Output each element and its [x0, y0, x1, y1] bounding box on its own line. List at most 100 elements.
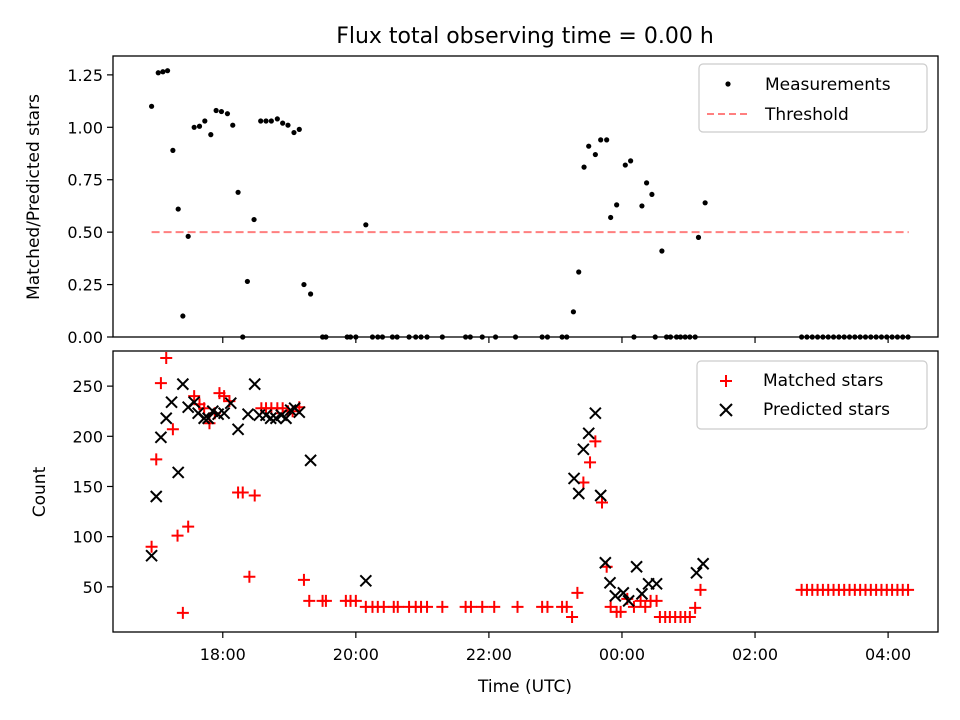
- matched-star-point: [166, 423, 179, 436]
- x-tick-label: 22:00: [466, 645, 512, 664]
- measurement-point: [308, 291, 314, 297]
- predicted-star-point: [279, 412, 293, 425]
- measurement-point: [702, 200, 708, 206]
- matched-star-point: [319, 594, 332, 607]
- predicted-star-point: [589, 407, 602, 420]
- measurement-point: [598, 137, 604, 143]
- matched-star-point: [560, 600, 573, 613]
- bottom-y-axis-label: Count: [30, 466, 50, 517]
- y-tick-label: 1.00: [67, 118, 103, 137]
- matched-star-point: [145, 540, 158, 553]
- measurement-point: [175, 206, 181, 212]
- bottom-axes-frame: [112, 350, 939, 633]
- bottom-x-ticks: 18:00 20:00 22:00 00:00 02:00 04:00: [200, 632, 911, 664]
- matched-star-point: [303, 594, 316, 607]
- matched-star-point: [541, 600, 554, 613]
- x-tick-label: 04:00: [865, 645, 911, 664]
- predicted-star-point: [187, 395, 201, 409]
- matched-star-point: [650, 594, 663, 607]
- measurement-point: [695, 234, 702, 240]
- predicted-star-point: [304, 454, 317, 467]
- predicted-star-point: [217, 407, 231, 420]
- measurement-point: [363, 222, 369, 228]
- y-tick-label: 1.25: [67, 66, 103, 85]
- predicted-star-point: [567, 472, 581, 485]
- measurements-legend-label: Measurements: [765, 75, 891, 95]
- predicted-star-point: [690, 566, 703, 579]
- matched-star-point: [236, 486, 249, 499]
- measurement-point: [643, 180, 650, 186]
- measurement-point: [185, 233, 191, 239]
- predicted-star-point: [293, 406, 306, 419]
- predicted-star-point: [154, 431, 168, 444]
- predicted-star-point: [224, 396, 237, 410]
- measurement-point: [263, 118, 269, 124]
- y-tick-label: 200: [72, 427, 103, 446]
- matched-star-point: [571, 586, 584, 599]
- measurement-point: [608, 214, 614, 221]
- measurement-point: [581, 164, 587, 170]
- matched-star-point: [436, 600, 449, 613]
- measurement-point: [244, 278, 250, 285]
- matched-star-point: [160, 352, 173, 365]
- measurement-point: [301, 281, 307, 288]
- predicted-star-point: [160, 412, 173, 425]
- predicted-star-point: [231, 423, 245, 436]
- bottom-legend: Matched stars Predicted stars: [696, 360, 928, 430]
- top-panel: 0.00 0.25 0.50 0.75 1.00 1.25 Matched/Predict…: [24, 55, 939, 347]
- predicted-star-point: [594, 489, 607, 502]
- measurement-point: [202, 118, 208, 124]
- y-tick-label: 0.00: [67, 328, 103, 347]
- x-tick-label: 00:00: [599, 645, 645, 664]
- measurement-point: [586, 143, 592, 149]
- measurement-point: [614, 202, 620, 208]
- measurement-point: [628, 158, 634, 164]
- measurement-point: [570, 309, 577, 315]
- measurement-point: [170, 147, 176, 153]
- measurement-point: [218, 108, 225, 115]
- matched-star-point: [689, 601, 702, 614]
- y-tick-label: 250: [72, 377, 103, 396]
- measurement-point: [659, 248, 665, 254]
- predicted-star-point: [572, 487, 585, 500]
- matched-star-point: [589, 435, 602, 448]
- predicted-star-point: [650, 577, 663, 591]
- matched-star-point: [182, 520, 195, 533]
- measurement-point: [280, 120, 286, 126]
- matched-star-point: [176, 606, 189, 619]
- predicted-star-point: [145, 549, 158, 562]
- predicted-star-point: [609, 589, 622, 603]
- measurement-point: [180, 313, 186, 319]
- matched-star-point: [243, 570, 256, 583]
- measurement-point: [296, 126, 302, 132]
- bottom-plot-area: [145, 352, 915, 623]
- measurement-point: [268, 118, 274, 124]
- predicted-star-point: [577, 443, 590, 456]
- chart-title: Flux total observing time = 0.00 h: [336, 24, 714, 49]
- measurement-point: [592, 151, 598, 158]
- measurement-point: [230, 122, 236, 128]
- matched-star-point: [154, 377, 167, 390]
- matched-star-point: [476, 600, 489, 613]
- predicted-star-point: [582, 427, 595, 440]
- matched-star-point: [198, 402, 211, 415]
- measurement-point: [649, 191, 655, 198]
- x-tick-label: 02:00: [732, 645, 778, 664]
- matched-star-point: [627, 600, 640, 613]
- matched-star-point: [566, 610, 579, 623]
- matched-star-point: [604, 600, 617, 613]
- predicted-star-point: [176, 377, 190, 391]
- matched-star-point: [639, 600, 652, 613]
- predicted-star-point: [165, 395, 178, 409]
- measurement-point: [258, 118, 264, 124]
- predicted-stars-legend-label: Predicted stars: [763, 400, 890, 420]
- x-tick-label: 20:00: [333, 645, 379, 664]
- top-y-ticks: 0.00 0.25 0.50 0.75 1.00 1.25: [67, 66, 113, 347]
- measurement-point: [164, 68, 171, 74]
- predicted-star-point: [696, 557, 710, 570]
- matched-stars-legend-marker: [720, 375, 732, 387]
- measurement-point: [291, 129, 297, 136]
- matched-star-point: [248, 489, 261, 502]
- bottom-legend-box: [696, 360, 928, 430]
